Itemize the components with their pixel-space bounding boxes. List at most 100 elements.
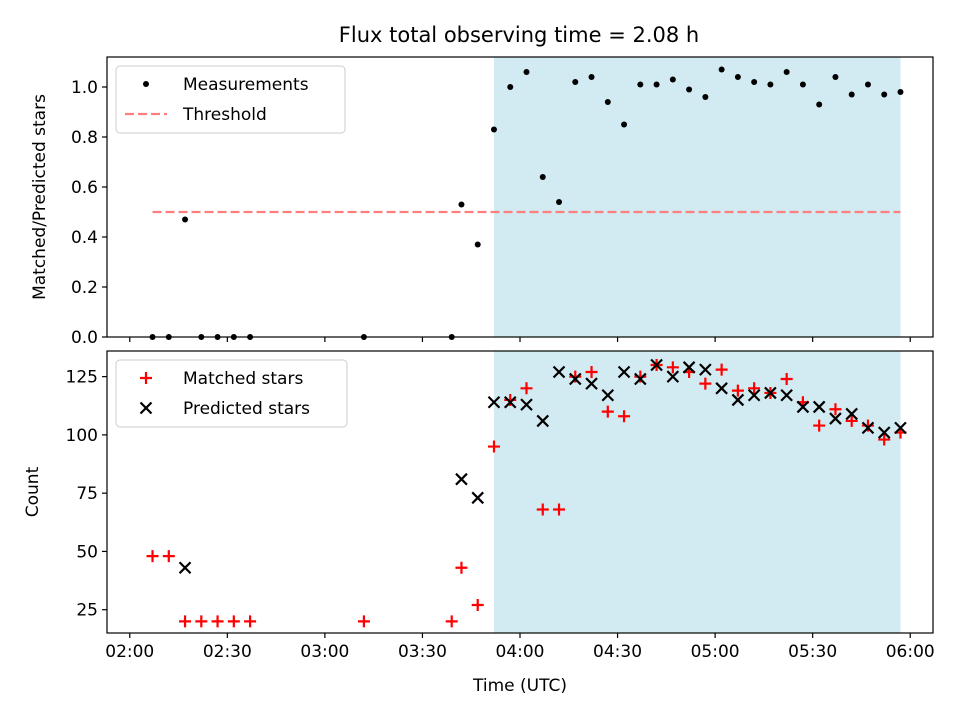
data-point (227, 615, 240, 628)
data-point (569, 370, 582, 383)
data-point (520, 382, 533, 395)
data-point (178, 561, 192, 575)
legend-marker (143, 81, 149, 87)
data-point (864, 81, 871, 88)
y-tick-label: 0.2 (71, 278, 98, 298)
data-point (780, 372, 793, 385)
data-point (861, 421, 875, 435)
data-point (731, 393, 745, 407)
data-point (780, 389, 793, 402)
x-tick-label: 05:30 (788, 642, 837, 662)
y-tick-label: 50 (76, 542, 98, 562)
data-point (718, 66, 725, 73)
data-point (669, 76, 676, 83)
data-point (897, 89, 904, 95)
ratio-panel: 0.0 0.2 0.4 0.6 0.8 1.0 Matched/Predicted star… (30, 56, 934, 348)
x-tick-label: 04:30 (593, 642, 642, 662)
data-point (764, 386, 777, 400)
data-point (812, 400, 826, 414)
data-point (845, 407, 858, 421)
data-point (682, 361, 696, 374)
data-point (569, 372, 582, 386)
data-point (585, 365, 598, 378)
x-tick-label: 05:00 (691, 642, 740, 662)
data-point (653, 81, 660, 88)
legend-label: Predicted stars (183, 399, 310, 419)
y-tick-label: 0.8 (71, 128, 98, 148)
data-point (861, 419, 874, 432)
y-tick-label: 100 (66, 426, 98, 446)
data-point (572, 79, 579, 85)
data-point (604, 99, 611, 105)
data-point (182, 216, 189, 223)
data-point (699, 377, 712, 390)
x-tick-label: 03:30 (398, 642, 447, 662)
data-point (894, 421, 907, 435)
y-tick-label: 0.6 (71, 178, 98, 198)
data-point (474, 241, 481, 248)
y-tick-label: 125 (66, 368, 98, 388)
legend: Matched stars Predicted stars (115, 359, 348, 428)
data-point (618, 410, 631, 423)
data-point (715, 382, 728, 395)
data-point (751, 79, 758, 85)
y-axis-label: Matched/Predicted stars (30, 94, 50, 300)
data-point (507, 84, 514, 90)
data-point (487, 440, 500, 453)
data-point (731, 384, 744, 397)
data-point (536, 503, 549, 516)
data-point (244, 615, 257, 628)
legend-box (115, 359, 348, 428)
data-point (796, 400, 810, 414)
data-point (523, 69, 530, 75)
data-point (799, 81, 806, 88)
data-point (881, 91, 888, 98)
legend-marker (139, 401, 153, 415)
legend-label: Measurements (183, 75, 309, 95)
data-point (650, 358, 663, 372)
data-point (686, 86, 693, 93)
series-matched-stars (146, 358, 907, 628)
legend-label: Threshold (182, 105, 267, 125)
count-panel: 02:00 02:30 03:00 03:30 04:00 04:30 05:00 05:30… (23, 350, 935, 696)
data-point (471, 491, 485, 505)
data-point (455, 561, 468, 574)
x-tick-label: 02:30 (203, 642, 252, 662)
data-point (702, 94, 709, 100)
data-point (699, 363, 712, 376)
data-point (845, 414, 858, 427)
observing-window-shading (493, 351, 901, 633)
data-point (617, 365, 631, 379)
data-point (539, 174, 546, 180)
x-tick-label: 06:00 (886, 642, 935, 662)
data-point (357, 615, 370, 628)
y-tick-label: 0.4 (71, 228, 98, 248)
data-point (601, 389, 615, 402)
data-point (455, 472, 468, 486)
data-point (634, 370, 647, 383)
data-point (211, 615, 224, 628)
data-point (490, 126, 497, 133)
data-point (829, 403, 842, 416)
data-point (734, 74, 741, 80)
data-point (634, 372, 647, 386)
data-point (783, 69, 790, 75)
data-point (585, 377, 598, 390)
y-tick-label: 25 (76, 601, 98, 621)
data-point (471, 599, 484, 612)
data-point (748, 382, 761, 395)
data-point (520, 398, 533, 411)
data-point (666, 361, 679, 374)
y-tick-label: 75 (76, 484, 98, 504)
data-point (588, 74, 595, 80)
chart-title: Flux total observing time = 2.08 h (339, 23, 699, 47)
data-point (816, 101, 823, 108)
x-tick-label: 02:00 (105, 642, 154, 662)
observing-window-shading (493, 57, 901, 337)
data-point (536, 414, 550, 428)
data-point (666, 370, 680, 383)
x-axis-label: Time (UTC) (472, 676, 567, 696)
data-point (829, 412, 842, 425)
data-point (445, 615, 458, 628)
data-point (195, 615, 208, 628)
